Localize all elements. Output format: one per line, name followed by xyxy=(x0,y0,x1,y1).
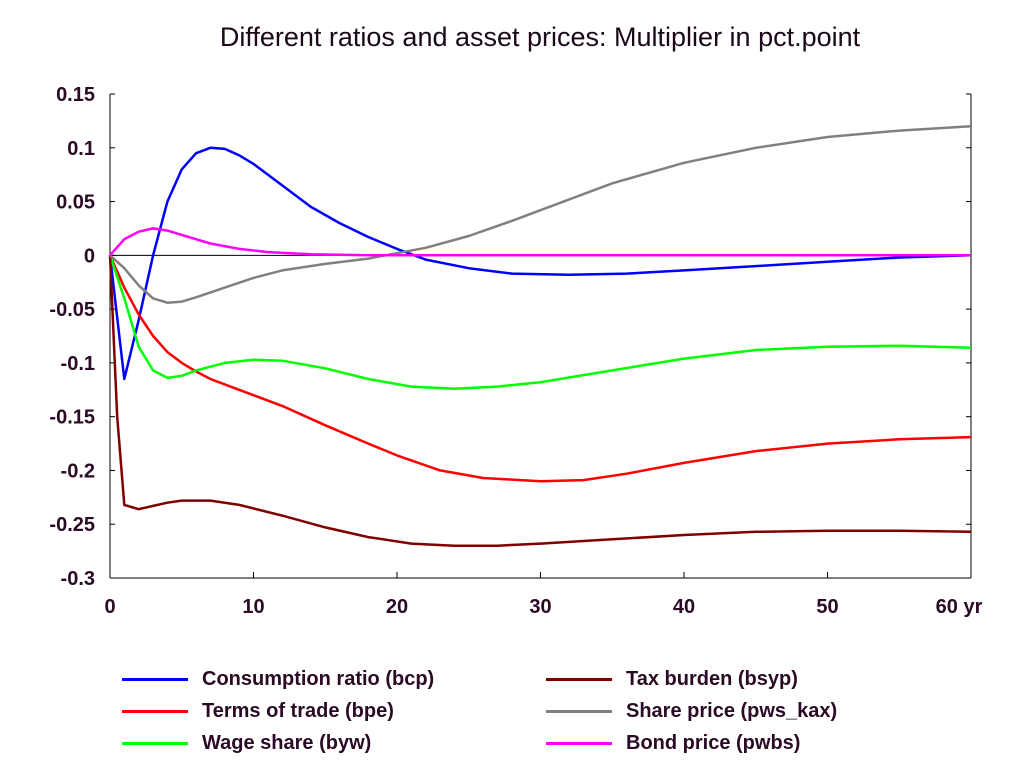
y-tick-label: -0.25 xyxy=(49,514,95,536)
tick-labels: 0.15 0.1 0.05 0 -0.05 -0.1 -0.15 -0.2 -0.25 -0.3 0… xyxy=(49,84,982,618)
x-tick-label: 50 xyxy=(816,596,838,618)
x-tick-label: 60 yr xyxy=(936,596,983,618)
series-lines xyxy=(108,125,972,547)
series-line-wage-share xyxy=(108,254,972,390)
y-tick-label: 0.05 xyxy=(56,192,95,214)
x-tick-label: 30 xyxy=(529,596,551,618)
x-tick-label: 10 xyxy=(242,596,264,618)
y-tick-label: -0.15 xyxy=(49,407,95,429)
x-tick-label: 0 xyxy=(104,596,115,618)
y-tick-label: 0 xyxy=(84,245,95,267)
series-line-share-price xyxy=(109,125,972,304)
y-tick-label: 0.15 xyxy=(56,84,95,106)
series-line-terms-of-trade xyxy=(108,254,972,483)
y-tick-label: -0.3 xyxy=(61,568,95,590)
series-line-consumption-ratio xyxy=(108,146,972,381)
x-tick-label: 40 xyxy=(673,596,695,618)
y-tick-label: -0.05 xyxy=(49,299,95,321)
x-tick-label: 20 xyxy=(386,596,408,618)
series-line-tax-burden xyxy=(108,255,972,547)
chart-title: Different ratios and asset prices: Multi… xyxy=(219,22,861,52)
y-tick-label: 0.1 xyxy=(67,138,95,160)
y-tick-label: -0.2 xyxy=(61,460,95,482)
series-line-bond-price xyxy=(109,227,971,257)
y-tick-label: -0.1 xyxy=(61,353,95,375)
